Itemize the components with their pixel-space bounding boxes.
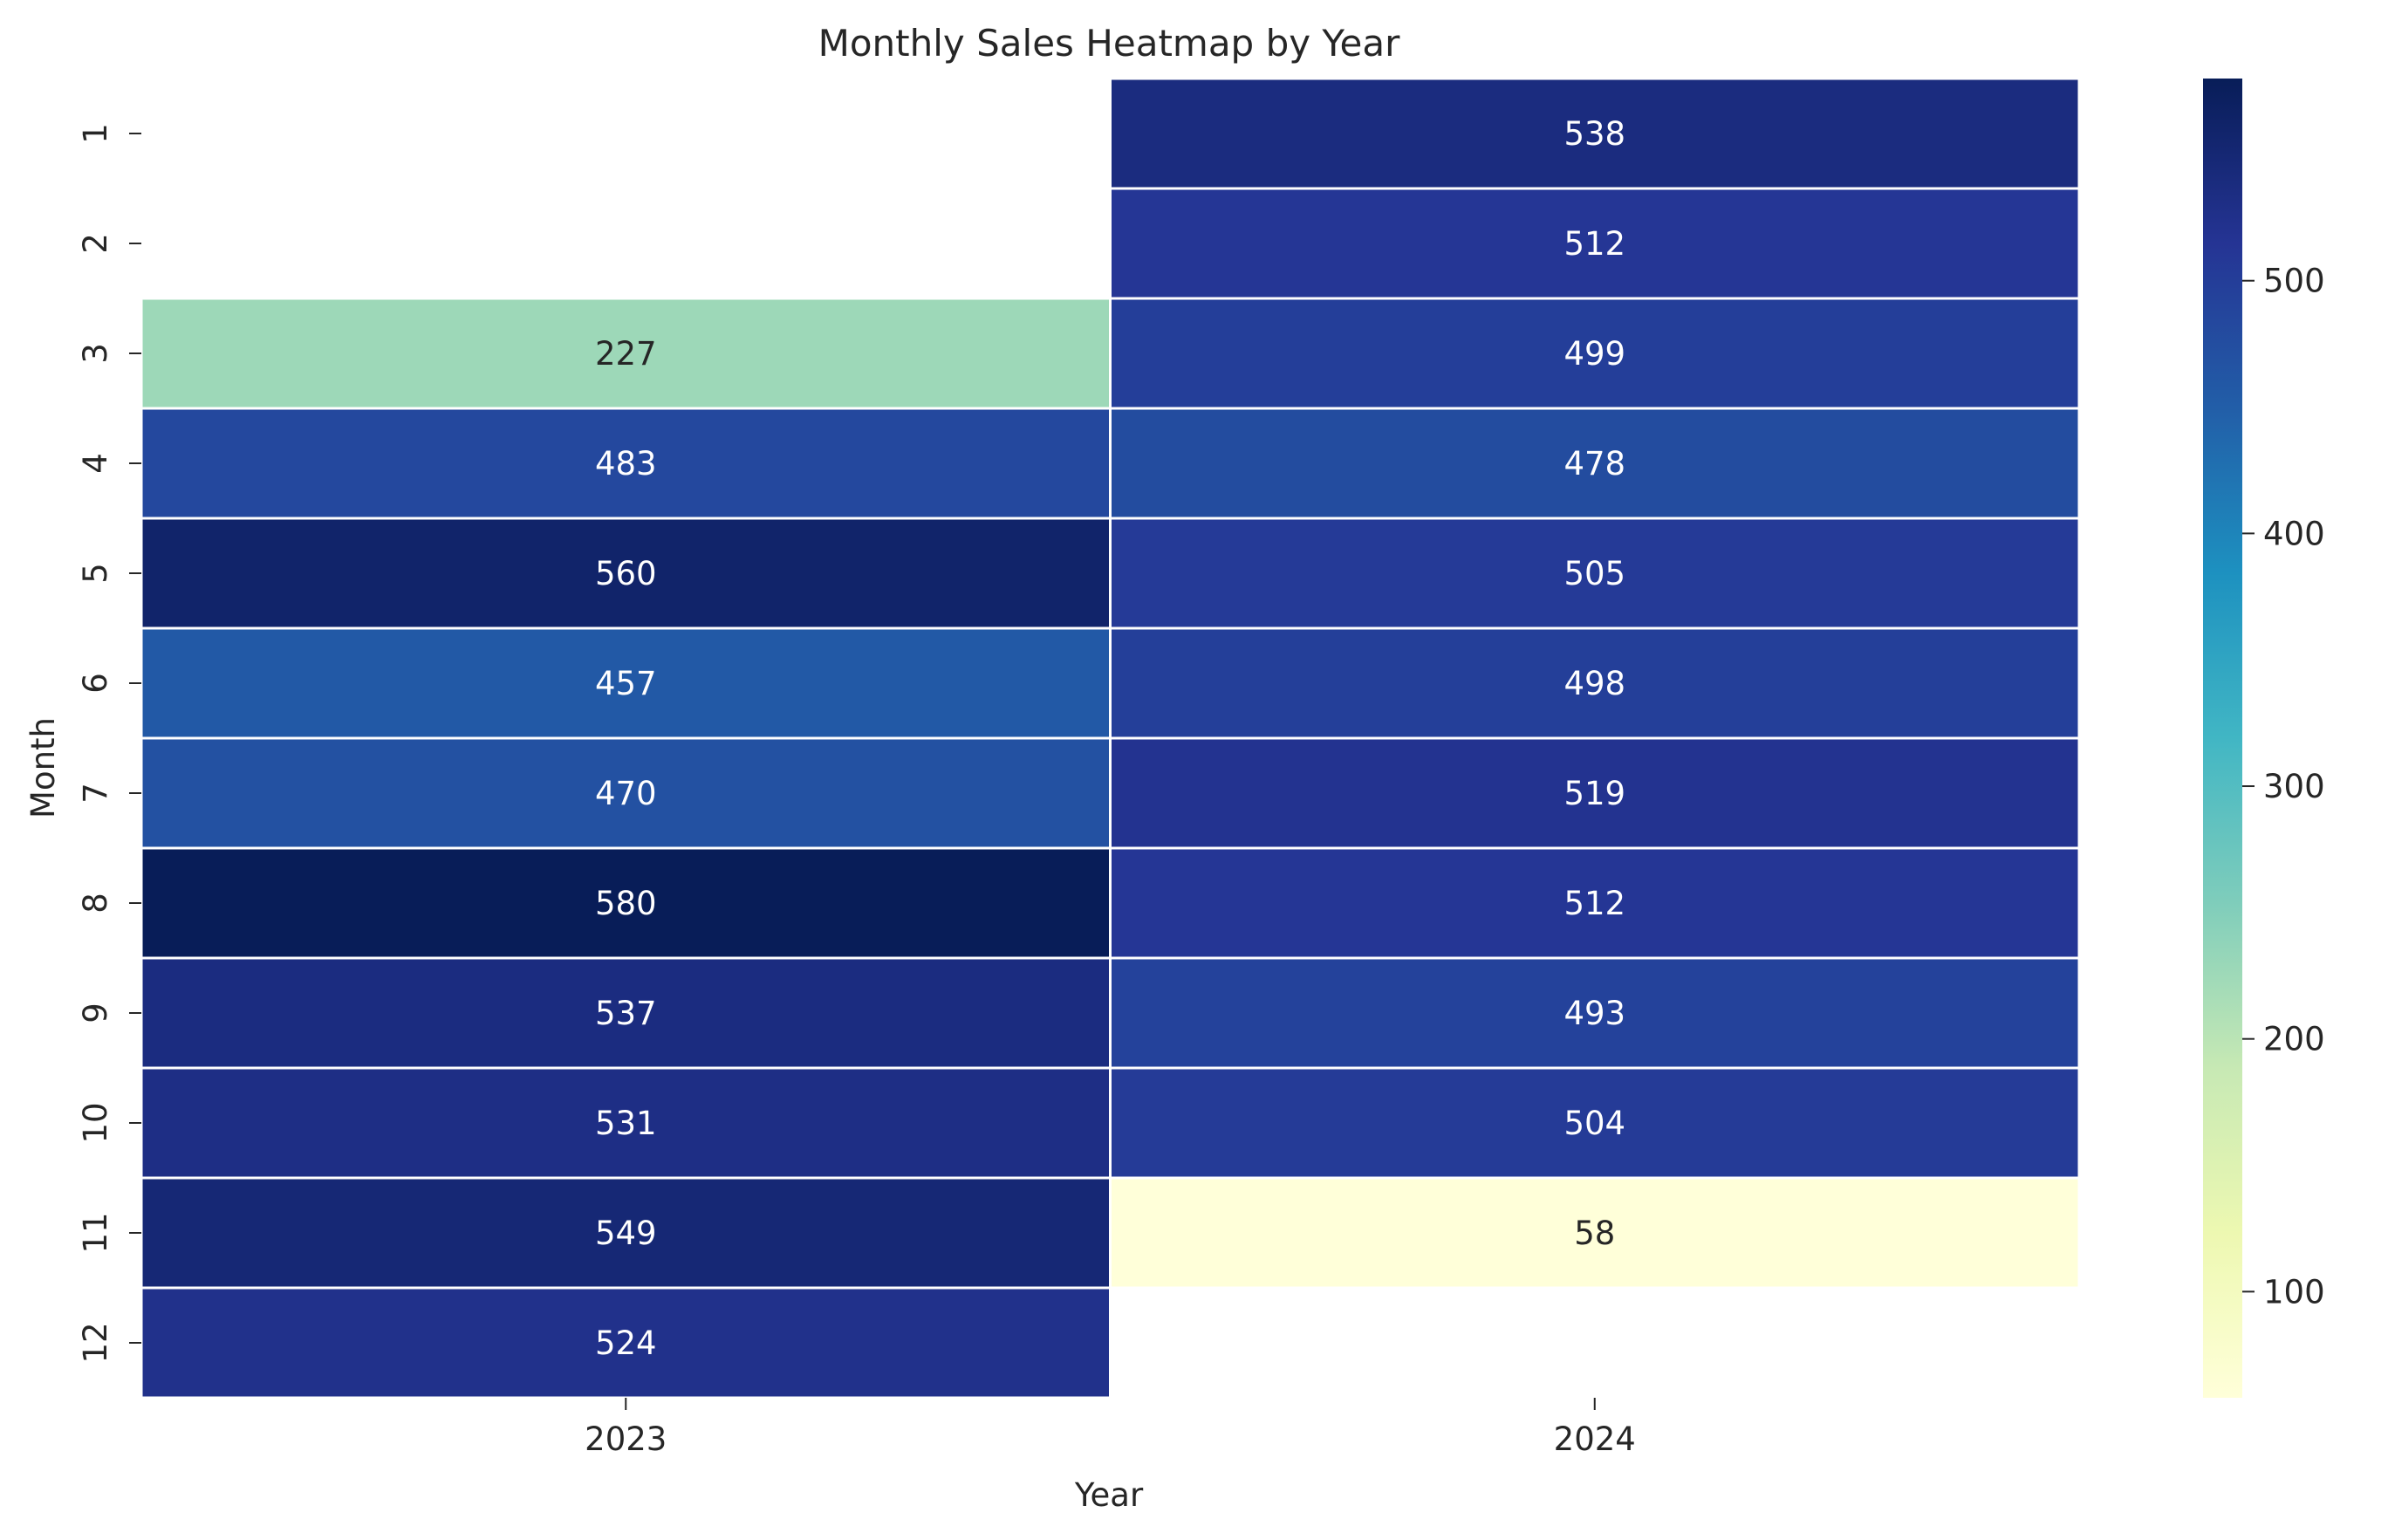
heatmap-cell <box>1109 736 2081 850</box>
colorbar-tick-label: 500 <box>2263 263 2325 300</box>
cell-value-label: 524 <box>595 1324 657 1362</box>
colorbar-ticks: 100 200 300 400 500 <box>2242 263 2325 1311</box>
x-axis-label: Year <box>1074 1476 1144 1514</box>
y-tick-label: 7 <box>77 783 114 804</box>
heatmap-cell <box>140 297 1112 410</box>
cell-value-label: 531 <box>595 1105 657 1142</box>
y-tick-label: 4 <box>77 453 114 474</box>
x-tick-label: 2023 <box>585 1420 667 1458</box>
cell-value-label: 504 <box>1563 1105 1625 1142</box>
cell-value-label: 227 <box>595 335 657 373</box>
heatmap-cell <box>1109 1176 2081 1290</box>
cell-value-label: 512 <box>1563 885 1625 922</box>
heatmap-cell <box>1109 77 2081 190</box>
cell-value-label: 538 <box>1563 115 1625 153</box>
cell-value-label: 457 <box>595 665 657 702</box>
heatmap-cell <box>140 846 1112 960</box>
cell-value-label: 512 <box>1563 225 1625 263</box>
y-tick-label: 6 <box>77 673 114 694</box>
cell-value-label: 58 <box>1574 1215 1615 1252</box>
cell-value-label: 470 <box>595 775 657 812</box>
y-tick-label: 11 <box>77 1212 114 1253</box>
y-tick-label: 1 <box>77 123 114 144</box>
y-tick-label: 12 <box>77 1322 114 1363</box>
y-tick-label: 10 <box>77 1102 114 1143</box>
cell-value-label: 549 <box>595 1215 657 1252</box>
heatmap-cell <box>140 1176 1112 1290</box>
heatmap-cells <box>140 77 2081 1400</box>
y-tick-label: 3 <box>77 343 114 364</box>
colorbar <box>2203 79 2242 1398</box>
cell-value-label: 560 <box>595 555 657 592</box>
x-tick-label: 2024 <box>1554 1420 1636 1458</box>
heatmap-cell <box>1109 846 2081 960</box>
colorbar-tick-label: 300 <box>2263 768 2325 805</box>
heatmap-cell <box>140 1286 1112 1400</box>
cell-value-label: 505 <box>1563 555 1625 592</box>
cell-value-label: 537 <box>595 995 657 1032</box>
y-tick-label: 5 <box>77 563 114 584</box>
y-tick-label: 8 <box>77 893 114 914</box>
heatmap-cell <box>1109 517 2081 630</box>
chart-title: Monthly Sales Heatmap by Year <box>818 22 1400 65</box>
heatmap-cell <box>1109 956 2081 1070</box>
cell-value-label: 498 <box>1563 665 1625 702</box>
cell-value-label: 483 <box>595 445 657 483</box>
heatmap-cell <box>1109 626 2081 740</box>
heatmap-cell <box>1109 407 2081 520</box>
cell-value-label: 478 <box>1563 445 1625 483</box>
y-tick-label: 2 <box>77 233 114 254</box>
heatmap-cell <box>1109 1066 2081 1180</box>
heatmap-cell <box>140 407 1112 520</box>
y-axis-label: Month <box>24 717 62 818</box>
cell-value-labels: 538 512 227 499 483 478 560 505 457 498 470 519 580 5… <box>595 115 1625 1362</box>
heatmap-cell <box>1109 187 2081 300</box>
y-tick-label: 9 <box>77 1003 114 1023</box>
colorbar-tick-label: 200 <box>2263 1021 2325 1058</box>
cell-value-label: 519 <box>1563 775 1625 812</box>
colorbar-tick-label: 100 <box>2263 1273 2325 1311</box>
cell-value-label: 580 <box>595 885 657 922</box>
cell-value-label: 499 <box>1563 335 1625 373</box>
cell-value-label: 493 <box>1563 995 1625 1032</box>
x-axis-ticks: 2023 2024 <box>585 1398 1636 1458</box>
colorbar-tick-label: 400 <box>2263 515 2325 552</box>
heatmap-cell <box>1109 297 2081 410</box>
